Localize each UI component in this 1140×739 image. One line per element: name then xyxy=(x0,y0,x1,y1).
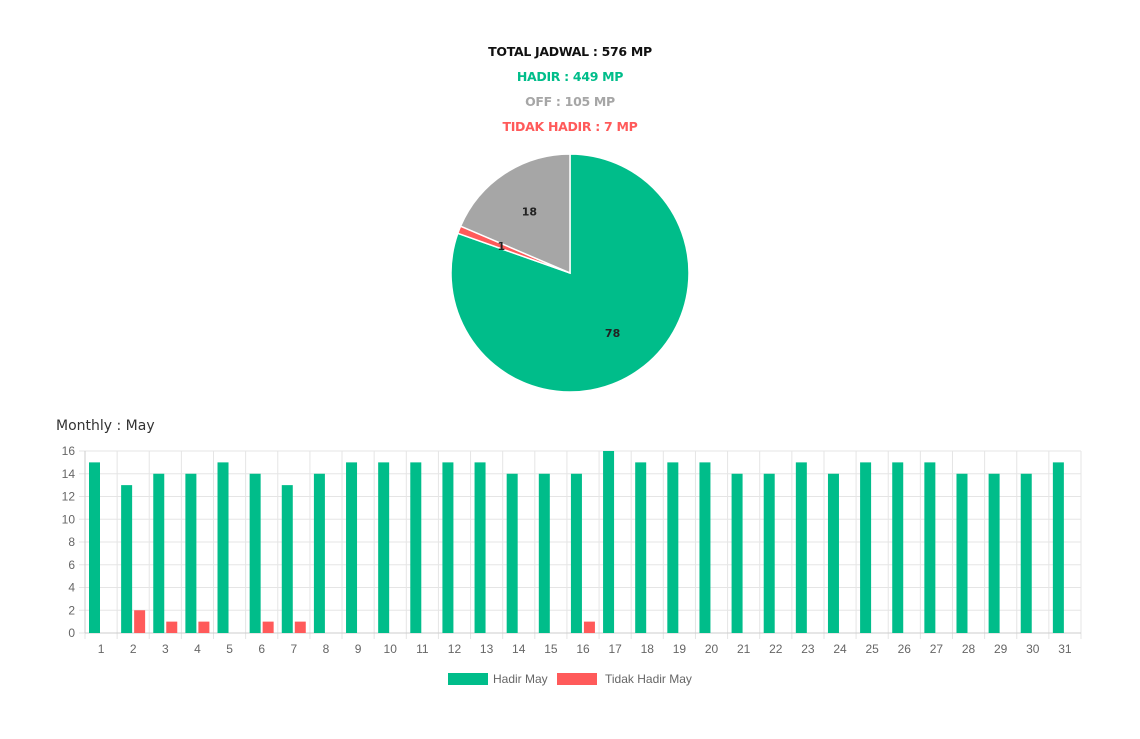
x-tick-label: 8 xyxy=(323,642,330,656)
bar-hadir-5 xyxy=(217,462,229,633)
bar-hadir-3 xyxy=(153,473,165,633)
bar-hadir-25 xyxy=(860,462,872,633)
x-tick-label: 27 xyxy=(930,642,944,656)
pie-slice-label-2: 18 xyxy=(522,205,537,218)
x-tick-label: 10 xyxy=(384,642,398,656)
x-tick-label: 19 xyxy=(673,642,687,656)
bar-hadir-9 xyxy=(346,462,358,633)
bar-hadir-10 xyxy=(378,462,390,633)
bar-hadir-7 xyxy=(281,485,293,633)
x-tick-label: 4 xyxy=(194,642,201,656)
bar-hadir-19 xyxy=(667,462,679,633)
tidak-hadir-label: TIDAK HADIR : 7 MP xyxy=(502,119,638,134)
x-tick-label: 11 xyxy=(416,642,429,656)
bar-hadir-30 xyxy=(1020,473,1032,633)
pie-slice-label-0: 78 xyxy=(605,327,620,340)
x-tick-label: 17 xyxy=(608,642,622,656)
x-tick-label: 29 xyxy=(994,642,1008,656)
bar-hadir-20 xyxy=(699,462,711,633)
bar-hadir-4 xyxy=(185,473,197,633)
y-tick-label: 14 xyxy=(62,467,76,481)
x-tick-label: 7 xyxy=(290,642,297,656)
bar-tidak-hadir-16 xyxy=(583,621,595,633)
x-tick-label: 5 xyxy=(226,642,233,656)
bar-tidak-hadir-4 xyxy=(198,621,210,633)
x-tick-label: 15 xyxy=(544,642,558,656)
x-tick-label: 12 xyxy=(448,642,462,656)
x-tick-label: 21 xyxy=(737,642,751,656)
y-tick-label: 2 xyxy=(68,603,75,617)
x-tick-label: 14 xyxy=(512,642,526,656)
bar-hadir-2 xyxy=(121,485,133,633)
total-jadwal-label: TOTAL JADWAL : 576 MP xyxy=(488,44,652,59)
x-tick-label: 23 xyxy=(801,642,815,656)
bar-hadir-31 xyxy=(1052,462,1064,633)
bar-hadir-17 xyxy=(603,451,615,633)
bar-hadir-13 xyxy=(474,462,486,633)
bar-hadir-6 xyxy=(249,473,261,633)
x-tick-label: 30 xyxy=(1026,642,1040,656)
pie-slice-label-1: 1 xyxy=(497,240,505,253)
x-tick-label: 13 xyxy=(480,642,494,656)
x-tick-label: 31 xyxy=(1058,642,1072,656)
x-tick-label: 6 xyxy=(258,642,265,656)
bar-hadir-15 xyxy=(538,473,550,633)
y-tick-label: 8 xyxy=(68,535,75,549)
pie-slice-2 xyxy=(459,153,571,275)
bar-hadir-12 xyxy=(442,462,454,633)
monthly-chart-title: Monthly : May xyxy=(56,418,155,434)
x-tick-label: 16 xyxy=(576,642,590,656)
bar-hadir-16 xyxy=(570,473,582,633)
y-tick-label: 0 xyxy=(68,626,75,640)
bar-hadir-28 xyxy=(956,473,968,633)
y-tick-label: 4 xyxy=(68,581,75,595)
bar-hadir-27 xyxy=(924,462,936,633)
bar-hadir-22 xyxy=(763,473,775,633)
bar-hadir-8 xyxy=(313,473,325,633)
y-tick-label: 16 xyxy=(62,444,76,458)
bar-hadir-11 xyxy=(410,462,422,633)
x-tick-label: 20 xyxy=(705,642,719,656)
off-label: OFF : 105 MP xyxy=(525,94,615,109)
x-tick-label: 22 xyxy=(769,642,783,656)
bar-hadir-23 xyxy=(795,462,807,633)
bar-hadir-18 xyxy=(635,462,647,633)
x-tick-label: 26 xyxy=(898,642,912,656)
legend-label-1[interactable]: Tidak Hadir May xyxy=(605,672,692,686)
legend-label-0[interactable]: Hadir May xyxy=(493,672,548,686)
x-tick-label: 28 xyxy=(962,642,976,656)
bar-tidak-hadir-6 xyxy=(262,621,274,633)
x-tick-label: 18 xyxy=(641,642,655,656)
bar-hadir-29 xyxy=(988,473,1000,633)
x-tick-label: 2 xyxy=(130,642,137,656)
bar-tidak-hadir-2 xyxy=(134,610,146,633)
x-tick-label: 24 xyxy=(833,642,847,656)
bar-hadir-14 xyxy=(506,473,518,633)
bar-hadir-26 xyxy=(892,462,904,633)
bar-hadir-21 xyxy=(731,473,743,633)
x-tick-label: 1 xyxy=(98,642,105,656)
bar-hadir-1 xyxy=(89,462,100,633)
x-tick-label: 25 xyxy=(865,642,879,656)
pie-chart: 78 1 18 xyxy=(450,153,690,393)
legend-swatch-0[interactable] xyxy=(448,673,488,685)
bar-tidak-hadir-7 xyxy=(294,621,306,633)
y-tick-label: 10 xyxy=(62,512,76,526)
y-tick-label: 12 xyxy=(62,490,76,504)
bar-tidak-hadir-3 xyxy=(166,621,178,633)
bar-hadir-24 xyxy=(827,473,839,633)
hadir-label: HADIR : 449 MP xyxy=(516,69,624,84)
y-tick-label: 6 xyxy=(68,558,75,572)
x-tick-label: 9 xyxy=(355,642,362,656)
legend-swatch-1[interactable] xyxy=(557,673,597,685)
x-tick-label: 3 xyxy=(162,642,169,656)
